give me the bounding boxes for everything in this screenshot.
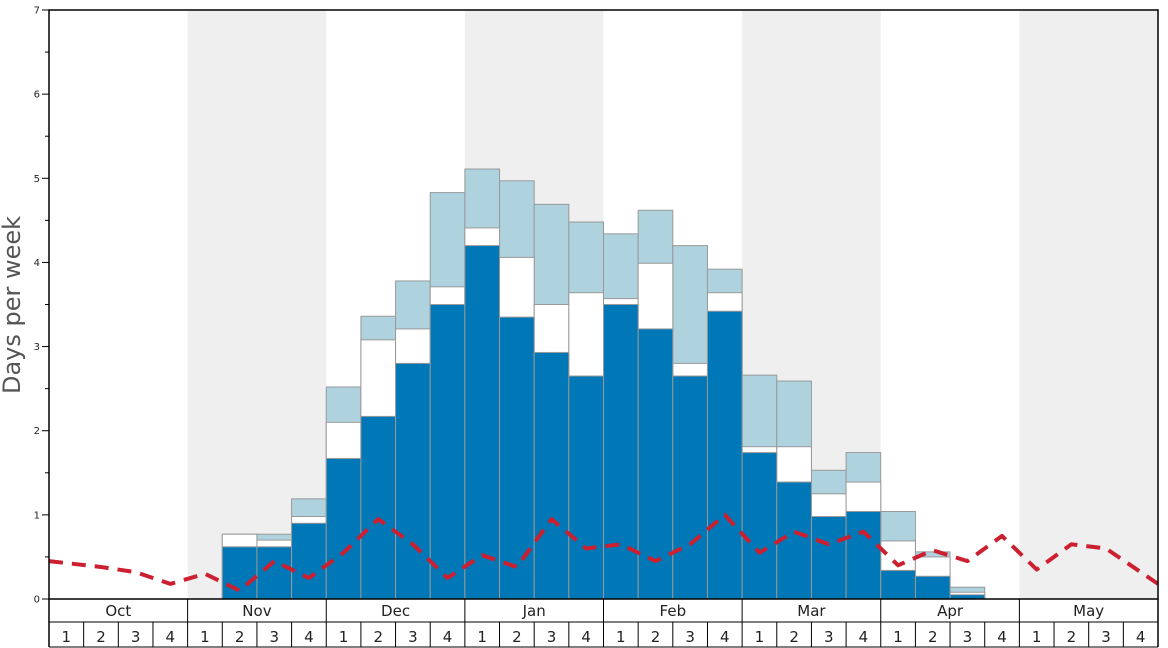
month-label-apr: Apr	[937, 602, 964, 620]
week-label: 1	[755, 628, 765, 646]
bar-dark-14	[499, 316, 535, 600]
month-shade-may	[1019, 10, 1158, 599]
week-label: 1	[1032, 628, 1042, 646]
average-line	[48, 512, 1160, 593]
y-tick-label: 3	[34, 342, 40, 353]
week-label: 1	[339, 628, 349, 646]
month-label-dec: Dec	[381, 602, 410, 620]
week-label: 4	[720, 628, 730, 646]
bar-dark-9	[325, 457, 362, 600]
week-label: 2	[235, 628, 245, 646]
week-label: 2	[928, 628, 938, 646]
week-label: 4	[304, 628, 314, 646]
bar-dark-23	[810, 516, 847, 600]
axis-layer: 0 1 2 3 4 5 6 7 Oct 1 2 3 4 Nov 1 2 3 4 Dec 1 2 3 4 Jan 1 2 3 4 Feb 1…	[34, 6, 1159, 648]
month-label-jan: Jan	[522, 602, 546, 620]
week-label: 2	[96, 628, 106, 646]
week-label: 2	[789, 628, 799, 646]
bar-dark-15	[533, 351, 570, 600]
y-tick-label: 1	[34, 510, 40, 521]
month-label-feb: Feb	[660, 602, 687, 620]
week-label: 3	[547, 628, 557, 646]
week-label: 1	[200, 628, 210, 646]
week-label: 1	[616, 628, 626, 646]
week-label: 4	[581, 628, 591, 646]
bar-dark-25	[880, 569, 916, 600]
bar-dark-21	[741, 452, 778, 600]
week-label: 1	[477, 628, 487, 646]
week-label: 3	[685, 628, 695, 646]
y-tick-label: 7	[34, 6, 40, 17]
y-tick-label: 0	[34, 595, 40, 606]
bar-dark-16	[568, 375, 604, 600]
week-label: 2	[373, 628, 383, 646]
week-label: 4	[443, 628, 453, 646]
bar-dark-6	[221, 546, 258, 600]
week-label: 4	[859, 628, 869, 646]
bar-dark-8	[291, 522, 327, 600]
week-label: 3	[408, 628, 418, 646]
week-label: 3	[269, 628, 279, 646]
week-label: 4	[166, 628, 176, 646]
bar-dark-17	[603, 304, 639, 600]
week-label: 2	[1067, 628, 1077, 646]
y-axis-label: Days per week	[0, 216, 26, 394]
week-label: 3	[963, 628, 973, 646]
month-label-mar: Mar	[797, 602, 826, 620]
week-label: 3	[824, 628, 834, 646]
bar-dark-12	[429, 304, 466, 600]
week-label: 4	[997, 628, 1007, 646]
week-label: 2	[651, 628, 661, 646]
bar-dark-7	[256, 546, 293, 600]
bar-dark-20	[706, 310, 743, 600]
week-label: 3	[131, 628, 141, 646]
bar-dark-18	[637, 328, 674, 600]
week-label: 3	[1101, 628, 1111, 646]
month-label-may: May	[1073, 602, 1104, 620]
line-layer	[48, 512, 1160, 593]
week-label: 4	[1136, 628, 1146, 646]
y-tick-label: 2	[34, 426, 40, 437]
bar-dark-11	[395, 362, 431, 600]
bar-dark-19	[672, 375, 708, 600]
bar-dark-26	[914, 575, 951, 600]
bar-dark-10	[360, 415, 397, 600]
week-label: 1	[62, 628, 72, 646]
month-label-nov: Nov	[242, 602, 271, 620]
y-tick-label: 5	[34, 174, 40, 185]
month-label-oct: Oct	[105, 602, 131, 620]
y-tick-label: 6	[34, 90, 40, 101]
y-tick-label: 4	[34, 258, 40, 269]
bar-dark-24	[845, 510, 882, 600]
week-label: 2	[512, 628, 522, 646]
bar-dark-13	[464, 245, 501, 600]
week-label: 1	[893, 628, 903, 646]
